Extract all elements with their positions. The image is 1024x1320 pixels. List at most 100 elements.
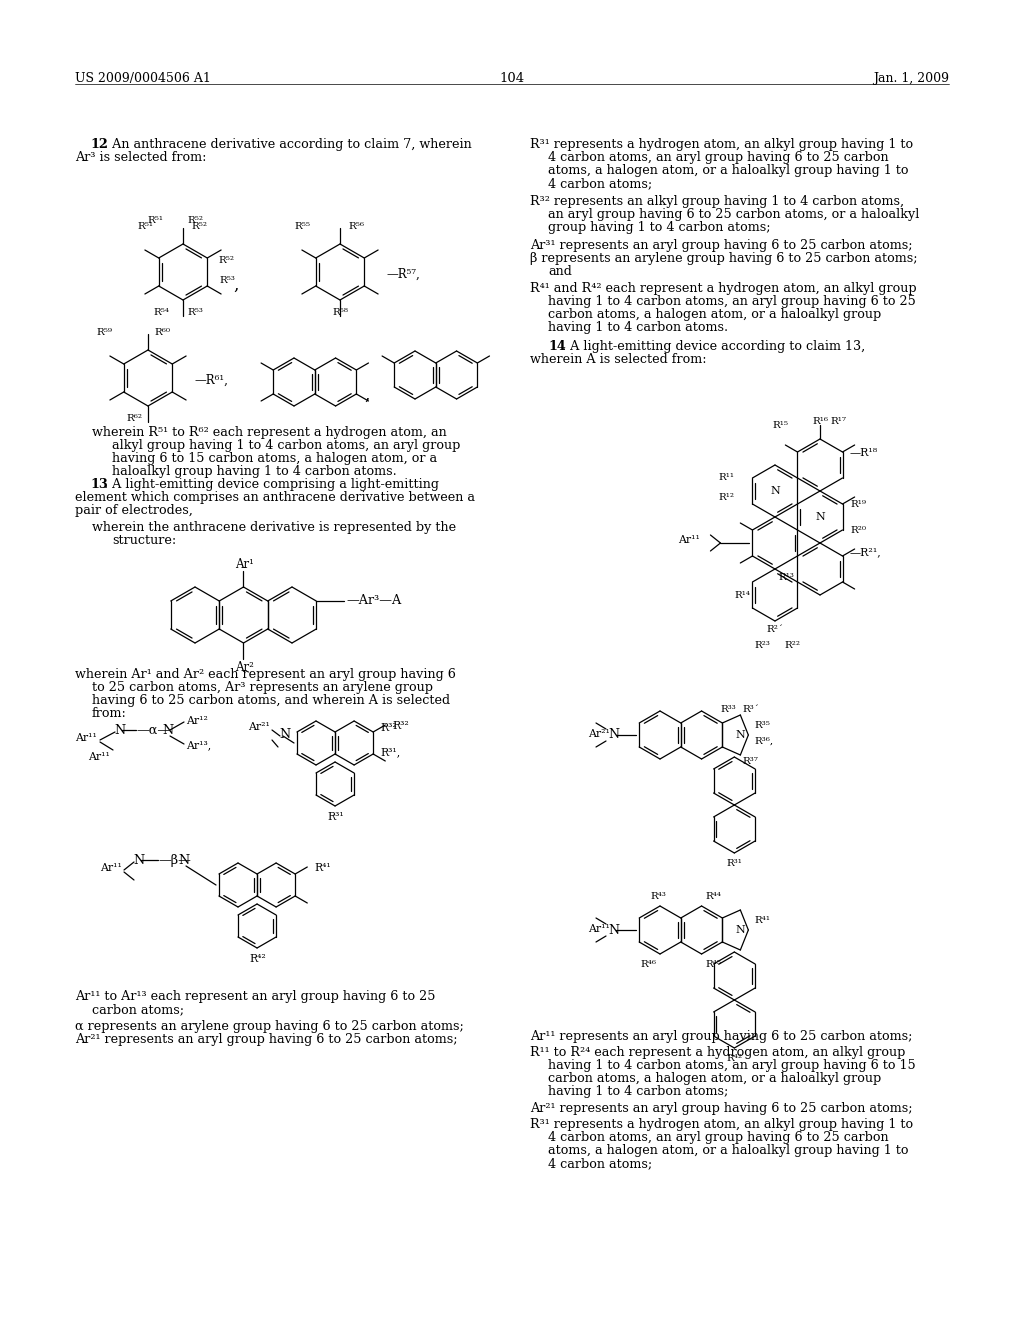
Text: 14: 14: [548, 341, 565, 352]
Text: Ar¹¹ represents an aryl group having 6 to 25 carbon atoms;: Ar¹¹ represents an aryl group having 6 t…: [530, 1030, 912, 1043]
Text: α represents an arylene group having 6 to 25 carbon atoms;: α represents an arylene group having 6 t…: [75, 1020, 464, 1034]
Text: Ar¹¹ to Ar¹³ each represent an aryl group having 6 to 25: Ar¹¹ to Ar¹³ each represent an aryl grou…: [75, 990, 435, 1003]
Text: N: N: [608, 729, 620, 742]
Text: R³¹ represents a hydrogen atom, an alkyl group having 1 to: R³¹ represents a hydrogen atom, an alkyl…: [530, 1118, 913, 1131]
Text: R³¹: R³¹: [327, 812, 344, 822]
Text: N: N: [608, 924, 620, 936]
Text: ,: ,: [365, 387, 370, 404]
Text: —R⁵⁷,: —R⁵⁷,: [386, 268, 420, 281]
Text: Ar¹¹: Ar¹¹: [679, 535, 700, 545]
Text: an aryl group having 6 to 25 carbon atoms, or a haloalkyl: an aryl group having 6 to 25 carbon atom…: [548, 209, 920, 220]
Text: R³⁶,: R³⁶,: [755, 737, 773, 746]
Text: N: N: [279, 729, 290, 741]
Text: N: N: [162, 723, 173, 737]
Text: R¹⁷: R¹⁷: [830, 417, 846, 426]
Text: wherein A is selected from:: wherein A is selected from:: [530, 352, 707, 366]
Text: Ar¹¹: Ar¹¹: [75, 733, 97, 743]
Text: R⁴³: R⁴³: [650, 892, 666, 902]
Text: Ar¹¹: Ar¹¹: [588, 924, 610, 935]
Text: Ar¹³,: Ar¹³,: [186, 741, 211, 750]
Text: 12: 12: [90, 139, 108, 150]
Text: R⁶²: R⁶²: [126, 414, 142, 422]
Text: 4 carbon atoms, an aryl group having 6 to 25 carbon: 4 carbon atoms, an aryl group having 6 t…: [548, 150, 889, 164]
Text: R⁵²: R⁵²: [218, 256, 234, 265]
Text: R⁴⁴: R⁴⁴: [706, 892, 722, 902]
Text: N: N: [133, 854, 144, 867]
Text: R⁴¹: R⁴¹: [314, 863, 331, 873]
Text: wherein R⁵¹ to R⁶² each represent a hydrogen atom, an: wherein R⁵¹ to R⁶² each represent a hydr…: [92, 426, 446, 440]
Text: R³´: R³´: [742, 705, 760, 714]
Text: R⁵³: R⁵³: [219, 276, 234, 285]
Text: 4 carbon atoms;: 4 carbon atoms;: [548, 177, 652, 190]
Text: β represents an arylene group having 6 to 25 carbon atoms;: β represents an arylene group having 6 t…: [530, 252, 918, 265]
Text: Ar¹²: Ar¹²: [186, 715, 208, 726]
Text: US 2009/0004506 A1: US 2009/0004506 A1: [75, 73, 211, 84]
Text: R³¹: R³¹: [726, 859, 742, 869]
Text: R⁴¹: R⁴¹: [755, 916, 770, 925]
Text: R⁴⁵: R⁴⁵: [706, 960, 722, 969]
Text: Jan. 1, 2009: Jan. 1, 2009: [873, 73, 949, 84]
Text: R¹⁵: R¹⁵: [772, 421, 788, 430]
Text: —R¹⁸: —R¹⁸: [850, 447, 879, 458]
Text: Ar³¹ represents an aryl group having 6 to 25 carbon atoms;: Ar³¹ represents an aryl group having 6 t…: [530, 239, 912, 252]
Text: 104: 104: [500, 73, 524, 84]
Text: . An anthracene derivative according to claim 7, wherein: . An anthracene derivative according to …: [104, 139, 472, 150]
Text: alkyl group having 1 to 4 carbon atoms, an aryl group: alkyl group having 1 to 4 carbon atoms, …: [112, 440, 461, 451]
Text: . A light-emitting device comprising a light-emitting: . A light-emitting device comprising a l…: [104, 478, 439, 491]
Text: carbon atoms, a halogen atom, or a haloalkyl group: carbon atoms, a halogen atom, or a haloa…: [548, 308, 882, 321]
Text: 4 carbon atoms, an aryl group having 6 to 25 carbon: 4 carbon atoms, an aryl group having 6 t…: [548, 1131, 889, 1144]
Text: N: N: [815, 512, 825, 521]
Text: R⁴¹ and R⁴² each represent a hydrogen atom, an alkyl group: R⁴¹ and R⁴² each represent a hydrogen at…: [530, 282, 916, 294]
Text: R²´: R²´: [767, 624, 784, 634]
Text: N: N: [735, 925, 745, 935]
Text: group having 1 to 4 carbon atoms;: group having 1 to 4 carbon atoms;: [548, 220, 770, 234]
Text: R¹⁹: R¹⁹: [850, 500, 866, 510]
Text: —R²¹,: —R²¹,: [850, 546, 882, 557]
Text: R⁵⁸: R⁵⁸: [332, 308, 348, 317]
Text: from:: from:: [92, 708, 127, 719]
Text: R³²: R³²: [392, 721, 409, 731]
Text: wherein Ar¹ and Ar² each represent an aryl group having 6: wherein Ar¹ and Ar² each represent an ar…: [75, 668, 456, 681]
Text: carbon atoms, a halogen atom, or a haloalkyl group: carbon atoms, a halogen atom, or a haloa…: [548, 1072, 882, 1085]
Text: structure:: structure:: [112, 535, 176, 546]
Text: R⁵²: R⁵²: [187, 216, 203, 224]
Text: Ar²: Ar²: [236, 661, 254, 675]
Text: Ar¹: Ar¹: [236, 558, 254, 572]
Text: R³¹ represents a hydrogen atom, an alkyl group having 1 to: R³¹ represents a hydrogen atom, an alkyl…: [530, 139, 913, 150]
Text: R⁵³: R⁵³: [187, 308, 203, 317]
Text: R²²: R²²: [785, 642, 801, 649]
Text: . A light-emitting device according to claim 13,: . A light-emitting device according to c…: [562, 341, 865, 352]
Text: having 6 to 15 carbon atoms, a halogen atom, or a: having 6 to 15 carbon atoms, a halogen a…: [112, 451, 437, 465]
Text: —β—: —β—: [158, 854, 190, 867]
Text: R⁴⁶: R⁴⁶: [640, 960, 656, 969]
Text: R¹²: R¹²: [719, 492, 735, 502]
Text: —α—: —α—: [136, 723, 170, 737]
Text: N: N: [770, 486, 780, 496]
Text: having 1 to 4 carbon atoms, an aryl group having 6 to 25: having 1 to 4 carbon atoms, an aryl grou…: [548, 294, 915, 308]
Text: atoms, a halogen atom, or a haloalkyl group having 1 to: atoms, a halogen atom, or a haloalkyl gr…: [548, 164, 908, 177]
Text: R²⁰: R²⁰: [850, 525, 866, 535]
Text: R⁵¹: R⁵¹: [147, 216, 163, 224]
Text: R⁴²: R⁴²: [249, 954, 266, 964]
Text: R¹³: R¹³: [779, 573, 795, 582]
Text: R⁵¹: R⁵¹: [137, 222, 153, 231]
Text: having 1 to 4 carbon atoms;: having 1 to 4 carbon atoms;: [548, 1085, 728, 1098]
Text: N: N: [114, 723, 125, 737]
Text: haloalkyl group having 1 to 4 carbon atoms.: haloalkyl group having 1 to 4 carbon ato…: [112, 465, 396, 478]
Text: Ar²¹: Ar²¹: [588, 729, 610, 739]
Text: R³⁵: R³⁵: [755, 721, 770, 730]
Text: Ar²¹ represents an aryl group having 6 to 25 carbon atoms;: Ar²¹ represents an aryl group having 6 t…: [530, 1102, 912, 1115]
Text: R⁵⁶: R⁵⁶: [348, 222, 364, 231]
Text: and: and: [548, 265, 571, 279]
Text: R¹⁴: R¹⁴: [735, 591, 751, 601]
Text: atoms, a halogen atom, or a haloalkyl group having 1 to: atoms, a halogen atom, or a haloalkyl gr…: [548, 1144, 908, 1158]
Text: having 6 to 25 carbon atoms, and wherein A is selected: having 6 to 25 carbon atoms, and wherein…: [92, 694, 451, 708]
Text: 4 carbon atoms;: 4 carbon atoms;: [548, 1158, 652, 1170]
Text: Ar¹¹: Ar¹¹: [88, 752, 110, 762]
Text: R⁵⁴: R⁵⁴: [153, 308, 169, 317]
Text: Ar¹¹: Ar¹¹: [100, 863, 122, 873]
Text: —Ar³—A: —Ar³—A: [346, 594, 401, 607]
Text: to 25 carbon atoms, Ar³ represents an arylene group: to 25 carbon atoms, Ar³ represents an ar…: [92, 681, 433, 694]
Text: R¹¹ to R²⁴ each represent a hydrogen atom, an alkyl group: R¹¹ to R²⁴ each represent a hydrogen ato…: [530, 1045, 905, 1059]
Text: —R⁶¹,: —R⁶¹,: [194, 374, 228, 387]
